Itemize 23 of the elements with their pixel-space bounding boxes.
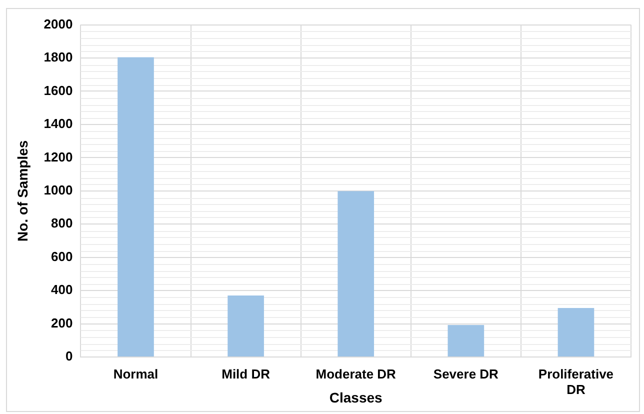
y-tick-label: 400 <box>51 282 73 298</box>
bar <box>558 308 594 356</box>
y-tick-label: 1800 <box>44 50 73 65</box>
bar <box>448 324 484 356</box>
y-tick-label: 1000 <box>44 182 73 198</box>
x-tick-label: Proliferative DR <box>538 366 614 397</box>
y-tick-label: 1600 <box>44 82 73 98</box>
bar <box>118 57 154 356</box>
y-tick-label: 800 <box>51 216 73 231</box>
y-tick-label: 200 <box>51 315 73 330</box>
x-tick-label: Normal <box>113 366 158 382</box>
x-tick-label: Severe DR <box>433 366 500 382</box>
x-tick-label: Mild DR <box>222 366 271 382</box>
y-tick-label: 1400 <box>44 116 73 132</box>
y-tick-label: 600 <box>51 248 73 264</box>
y-tick-label: 0 <box>65 348 73 364</box>
x-axis-title: Classes <box>329 389 383 406</box>
y-axis-title: No. of Samples <box>14 140 30 242</box>
y-tick-label: 1200 <box>44 149 73 164</box>
bar <box>228 296 264 356</box>
bar <box>338 191 374 356</box>
x-tick-label: Moderate DR <box>316 366 397 382</box>
y-tick-label: 2000 <box>44 16 73 32</box>
